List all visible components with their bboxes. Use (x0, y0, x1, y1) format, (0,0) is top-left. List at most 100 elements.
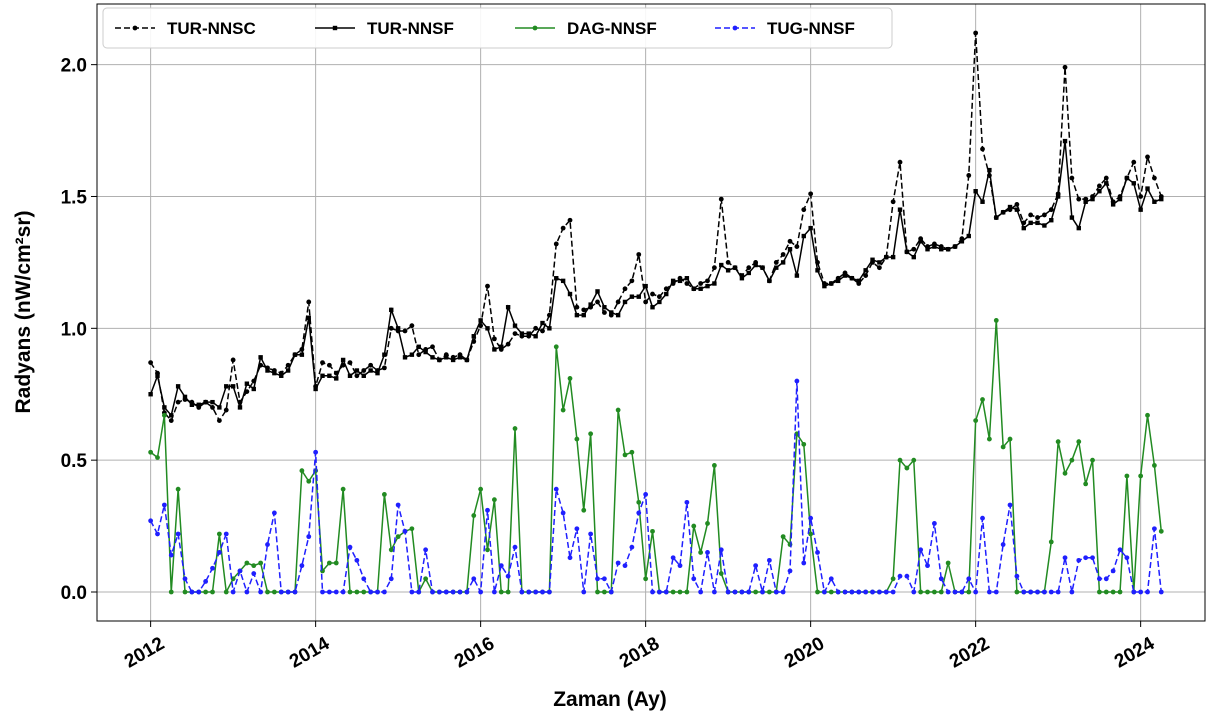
marker (567, 376, 573, 381)
marker (925, 247, 930, 252)
marker (196, 402, 201, 407)
marker (189, 589, 195, 595)
marker (581, 589, 587, 595)
marker (347, 544, 353, 550)
marker (863, 589, 869, 595)
marker (739, 276, 745, 281)
marker (1131, 181, 1136, 186)
marker (856, 278, 861, 284)
marker (155, 373, 160, 378)
marker (931, 521, 937, 526)
marker (1096, 576, 1102, 582)
marker (1145, 589, 1150, 595)
marker (615, 299, 621, 305)
marker (884, 254, 889, 260)
marker (1138, 207, 1143, 212)
marker (1014, 207, 1020, 212)
marker (519, 331, 525, 336)
marker (808, 225, 813, 231)
marker (216, 418, 222, 424)
marker (780, 534, 786, 540)
marker (161, 412, 167, 418)
marker (1110, 568, 1116, 574)
marker (430, 355, 435, 360)
marker (512, 323, 518, 328)
marker (753, 589, 759, 595)
marker (299, 352, 305, 357)
marker (643, 492, 649, 497)
marker (966, 172, 972, 178)
marker (581, 312, 586, 318)
marker (1007, 502, 1013, 508)
marker (498, 563, 504, 569)
marker (581, 307, 587, 313)
marker (361, 368, 367, 373)
x-tick-label: 2018 (616, 633, 663, 672)
marker (663, 286, 669, 292)
marker (148, 449, 154, 455)
marker (773, 260, 779, 265)
marker (643, 283, 648, 289)
marker (663, 589, 669, 595)
marker (416, 344, 421, 349)
marker (622, 299, 628, 305)
marker (519, 589, 525, 595)
marker (595, 589, 600, 595)
marker (1014, 201, 1020, 207)
marker (217, 405, 222, 410)
marker (1138, 194, 1144, 199)
marker (244, 589, 250, 595)
marker (478, 318, 483, 323)
marker (986, 589, 992, 595)
marker (1151, 175, 1157, 181)
marker (684, 589, 690, 595)
marker (1069, 457, 1075, 463)
marker (285, 589, 291, 595)
marker (980, 397, 985, 402)
marker (938, 589, 944, 595)
marker (925, 589, 930, 595)
marker (1096, 183, 1102, 189)
marker (436, 589, 442, 595)
legend-label: DAG-NNSF (567, 19, 657, 38)
marker (705, 521, 710, 526)
marker (340, 486, 346, 492)
marker (1035, 215, 1040, 220)
marker (581, 507, 587, 513)
marker (938, 576, 944, 582)
marker (354, 557, 360, 563)
marker (1028, 212, 1034, 218)
marker (491, 336, 497, 342)
marker (980, 515, 985, 521)
marker (326, 560, 332, 566)
marker (553, 241, 559, 247)
marker (574, 526, 580, 532)
marker (326, 589, 332, 595)
marker (980, 199, 985, 204)
marker (320, 360, 325, 365)
marker (306, 315, 311, 320)
marker (780, 589, 786, 595)
marker (1103, 576, 1109, 582)
marker (753, 262, 758, 268)
marker (739, 589, 745, 595)
marker (1076, 225, 1081, 231)
marker (272, 370, 277, 376)
marker (711, 463, 717, 468)
marker (492, 347, 497, 352)
marker (815, 589, 820, 595)
marker (656, 294, 662, 300)
marker (540, 328, 545, 334)
marker (897, 457, 903, 463)
marker (1021, 225, 1026, 231)
marker (1069, 215, 1075, 220)
marker (161, 502, 167, 508)
series-line (149, 141, 1162, 417)
marker (1021, 589, 1027, 595)
marker (423, 576, 429, 582)
marker (533, 589, 539, 595)
marker (746, 589, 752, 595)
marker (491, 589, 497, 595)
legend-marker (532, 25, 538, 31)
marker (670, 278, 676, 284)
